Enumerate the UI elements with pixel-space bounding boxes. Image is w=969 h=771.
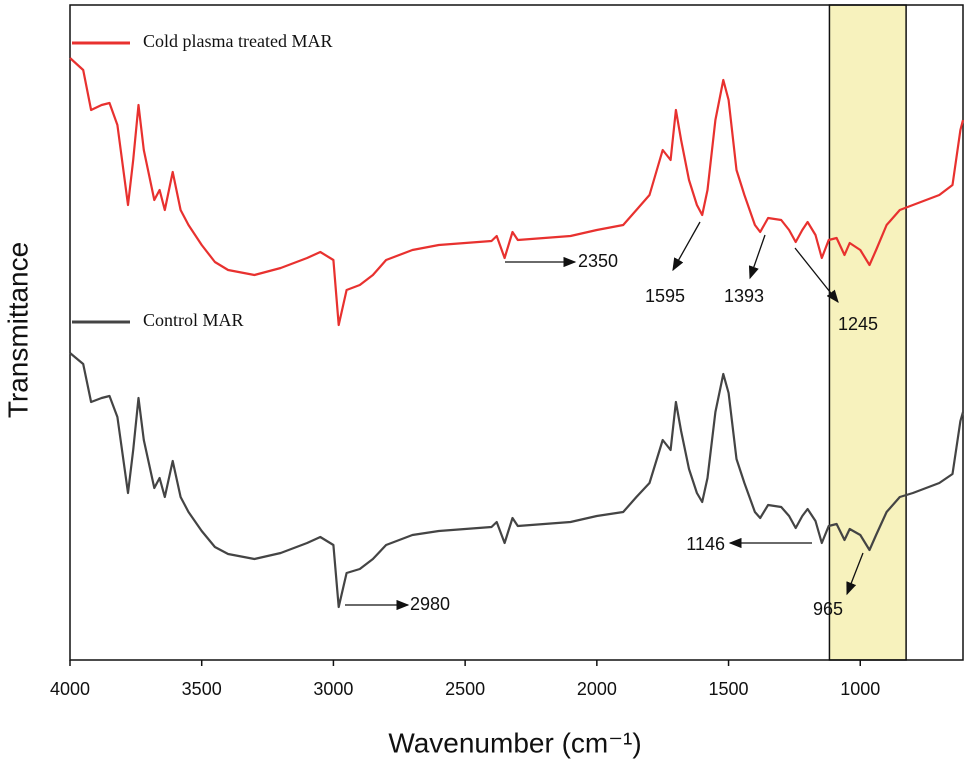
legend-label: Control MAR xyxy=(143,310,244,330)
x-axis-label: Wavenumber (cm⁻¹) xyxy=(388,727,641,758)
annotation: 1595 xyxy=(645,286,685,306)
legend-label: Cold plasma treated MAR xyxy=(143,31,332,51)
x-tick-label: 1000 xyxy=(840,679,880,699)
annotation-arrow xyxy=(672,221,701,272)
annotation: 1393 xyxy=(724,286,764,306)
plot-frame xyxy=(69,4,964,661)
x-tick-label: 2000 xyxy=(577,679,617,699)
x-tick-label: 4000 xyxy=(50,679,90,699)
annotation: 2980 xyxy=(410,594,450,614)
series-line xyxy=(69,352,965,609)
annotation: 1245 xyxy=(838,314,878,334)
x-tick-label: 3500 xyxy=(182,679,222,699)
x-tick-label: 1500 xyxy=(709,679,749,699)
series-line xyxy=(69,57,965,327)
annotation: 965 xyxy=(813,599,843,619)
annotation: 2350 xyxy=(578,251,618,271)
annotation: 1146 xyxy=(686,534,725,554)
annotation-arrow xyxy=(846,552,864,596)
x-tick-label: 3000 xyxy=(313,679,353,699)
highlight-band xyxy=(828,4,907,661)
annotation-arrow xyxy=(748,234,766,280)
x-tick-label: 2500 xyxy=(445,679,485,699)
y-axis-label: Transmittance xyxy=(2,242,33,418)
annotation-arrow xyxy=(794,247,839,304)
